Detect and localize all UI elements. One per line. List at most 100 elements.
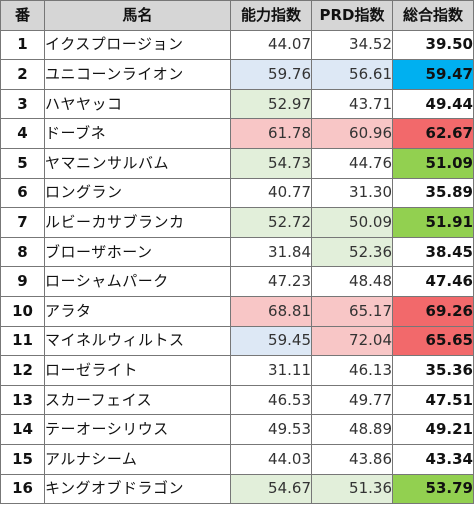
horse-name: イクスプロージョン — [44, 29, 231, 61]
ability-index-value: 47.23 — [230, 266, 312, 297]
header-horse-name: 馬名 — [44, 0, 231, 31]
horse-number: 9 — [0, 266, 45, 297]
table-row: 5 ヤマニンサルバム 54.73 44.76 51.09 — [0, 147, 474, 179]
header-row: 番 馬名 能力指数 PRD指数 総合指数 — [0, 0, 474, 31]
ability-index-value: 54.73 — [230, 147, 312, 179]
prd-index-value: 49.77 — [311, 384, 393, 416]
prd-index-value: 51.36 — [311, 473, 393, 505]
prd-index-value: 44.76 — [311, 147, 393, 179]
ability-index-value: 40.77 — [230, 177, 312, 209]
horse-number: 7 — [0, 207, 45, 238]
horse-name: アラタ — [44, 295, 231, 327]
table-row: 15 アルナシーム 44.03 43.86 43.34 — [0, 443, 474, 475]
total-index-value: 39.50 — [392, 29, 474, 61]
total-index-value: 59.47 — [392, 59, 474, 90]
prd-index-value: 65.17 — [311, 295, 393, 327]
total-index-value: 51.09 — [392, 147, 474, 179]
horse-name: アルナシーム — [44, 443, 231, 475]
prd-index-value: 52.36 — [311, 236, 393, 268]
ability-index-value: 49.53 — [230, 414, 312, 445]
horse-number: 5 — [0, 147, 45, 179]
total-index-value: 53.79 — [392, 473, 474, 505]
prd-index-value: 56.61 — [311, 59, 393, 90]
table-row: 6 ロングラン 40.77 31.30 35.89 — [0, 177, 474, 209]
horse-number: 8 — [0, 236, 45, 268]
header-number: 番 — [0, 0, 45, 31]
total-index-value: 38.45 — [392, 236, 474, 268]
ability-index-value: 44.03 — [230, 443, 312, 475]
horse-number: 15 — [0, 443, 45, 475]
header-ability-index: 能力指数 — [230, 0, 312, 31]
prd-index-value: 48.48 — [311, 266, 393, 297]
horse-name: マイネルウィルトス — [44, 325, 231, 357]
total-index-value: 49.21 — [392, 414, 474, 445]
ability-index-value: 31.84 — [230, 236, 312, 268]
table-row: 10 アラタ 68.81 65.17 69.26 — [0, 295, 474, 327]
total-index-value: 62.67 — [392, 118, 474, 149]
prd-index-value: 46.13 — [311, 355, 393, 386]
header-total-index: 総合指数 — [392, 0, 474, 31]
prd-index-value: 60.96 — [311, 118, 393, 149]
horse-number: 11 — [0, 325, 45, 357]
ability-index-value: 68.81 — [230, 295, 312, 327]
ability-index-value: 44.07 — [230, 29, 312, 61]
table-row: 12 ローゼライト 31.11 46.13 35.36 — [0, 355, 474, 386]
horse-name: テーオーシリウス — [44, 414, 231, 445]
prd-index-value: 50.09 — [311, 207, 393, 238]
table-row: 16 キングオブドラゴン 54.67 51.36 53.79 — [0, 473, 474, 505]
ability-index-value: 46.53 — [230, 384, 312, 416]
table-row: 1 イクスプロージョン 44.07 34.52 39.50 — [0, 29, 474, 61]
prd-index-value: 43.86 — [311, 443, 393, 475]
table-body: 1 イクスプロージョン 44.07 34.52 39.50 2 ユニコーンライオン 59.76… — [0, 29, 474, 505]
table-row: 8 ブローザホーン 31.84 52.36 38.45 — [0, 236, 474, 268]
table-row: 7 ルビーカサブランカ 52.72 50.09 51.91 — [0, 207, 474, 238]
ability-index-value: 54.67 — [230, 473, 312, 505]
header-prd-index: PRD指数 — [311, 0, 393, 31]
total-index-value: 47.46 — [392, 266, 474, 297]
horse-number: 12 — [0, 355, 45, 386]
table-row: 9 ローシャムパーク 47.23 48.48 47.46 — [0, 266, 474, 297]
horse-name: スカーフェイス — [44, 384, 231, 416]
ability-index-value: 59.76 — [230, 59, 312, 90]
horse-number: 3 — [0, 88, 45, 120]
prd-index-value: 34.52 — [311, 29, 393, 61]
total-index-value: 43.34 — [392, 443, 474, 475]
table-row: 14 テーオーシリウス 49.53 48.89 49.21 — [0, 414, 474, 445]
total-index-value: 35.36 — [392, 355, 474, 386]
horse-name: ローゼライト — [44, 355, 231, 386]
ability-index-value: 59.45 — [230, 325, 312, 357]
horse-name: ヤマニンサルバム — [44, 147, 231, 179]
table-row: 13 スカーフェイス 46.53 49.77 47.51 — [0, 384, 474, 416]
table-row: 2 ユニコーンライオン 59.76 56.61 59.47 — [0, 59, 474, 90]
total-index-value: 35.89 — [392, 177, 474, 209]
ability-index-value: 52.72 — [230, 207, 312, 238]
prd-index-value: 43.71 — [311, 88, 393, 120]
horse-name: ブローザホーン — [44, 236, 231, 268]
ability-index-value: 52.97 — [230, 88, 312, 120]
prd-index-value: 48.89 — [311, 414, 393, 445]
prd-index-value: 72.04 — [311, 325, 393, 357]
total-index-value: 47.51 — [392, 384, 474, 416]
table-row: 3 ハヤヤッコ 52.97 43.71 49.44 — [0, 88, 474, 120]
horse-number: 14 — [0, 414, 45, 445]
prd-index-value: 31.30 — [311, 177, 393, 209]
total-index-value: 51.91 — [392, 207, 474, 238]
horse-number: 2 — [0, 59, 45, 90]
total-index-value: 49.44 — [392, 88, 474, 120]
horse-name: ドーブネ — [44, 118, 231, 149]
horse-number: 6 — [0, 177, 45, 209]
ability-index-value: 31.11 — [230, 355, 312, 386]
horse-name: ユニコーンライオン — [44, 59, 231, 90]
horse-name: ロングラン — [44, 177, 231, 209]
horse-number: 1 — [0, 29, 45, 61]
total-index-value: 69.26 — [392, 295, 474, 327]
horse-number: 4 — [0, 118, 45, 149]
table-row: 11 マイネルウィルトス 59.45 72.04 65.65 — [0, 325, 474, 357]
horse-name: キングオブドラゴン — [44, 473, 231, 505]
ability-index-value: 61.78 — [230, 118, 312, 149]
horse-number: 13 — [0, 384, 45, 416]
horse-number: 10 — [0, 295, 45, 327]
horse-name: ハヤヤッコ — [44, 88, 231, 120]
horse-name: ローシャムパーク — [44, 266, 231, 297]
